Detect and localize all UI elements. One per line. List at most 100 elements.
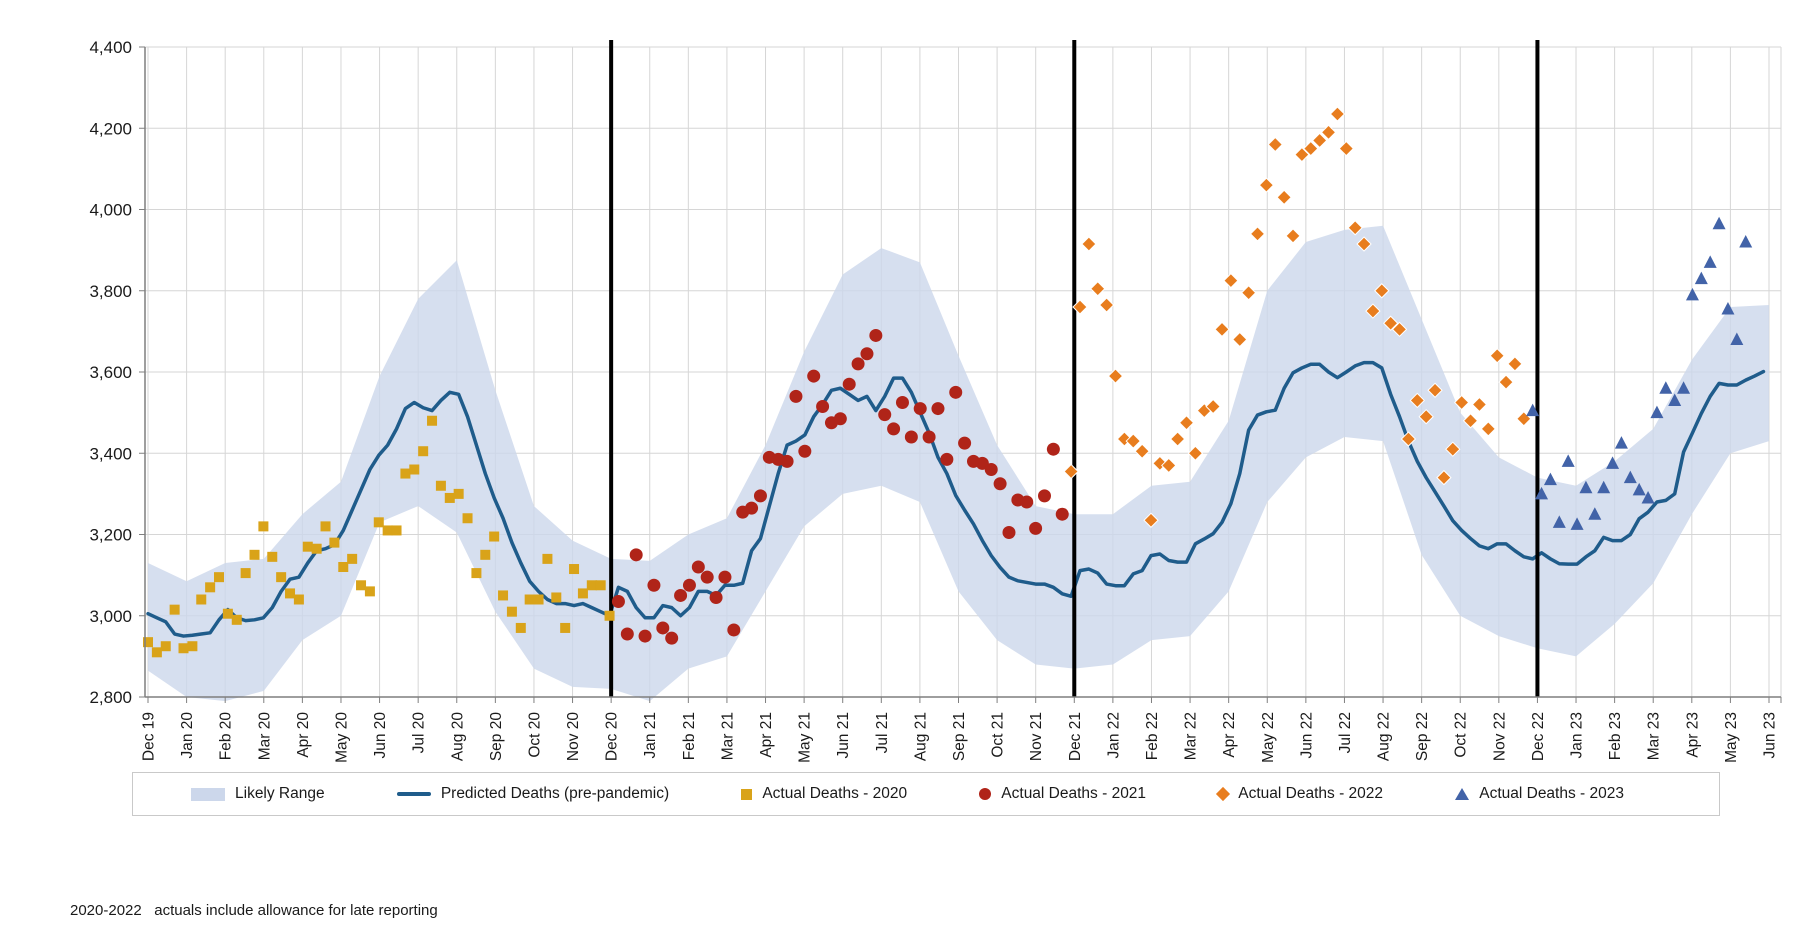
data-point (753, 489, 767, 503)
data-point (656, 621, 670, 635)
x-tick-label: Nov 22 (1491, 712, 1508, 761)
y-tick-label: 4,400 (89, 38, 132, 57)
data-point (1552, 515, 1566, 528)
legend: Likely Range Predicted Deaths (pre-pande… (132, 772, 1720, 816)
legend-label-actual-2021: Actual Deaths - 2021 (1001, 785, 1147, 802)
data-point (780, 454, 794, 468)
data-point (311, 543, 322, 554)
legend-item-actual-2020: Actual Deaths - 2020 (741, 785, 907, 803)
data-point (409, 464, 420, 475)
data-point (1570, 517, 1584, 530)
data-point (382, 525, 393, 536)
data-point (611, 595, 625, 609)
data-point (1535, 486, 1549, 500)
x-tick-label: Jun 20 (372, 712, 389, 759)
x-tick-label: Sep 21 (951, 712, 968, 761)
data-point (1020, 495, 1034, 509)
y-tick-label: 4,000 (89, 201, 132, 220)
data-point (249, 549, 260, 560)
data-point (1143, 512, 1159, 528)
x-tick-label: Feb 20 (218, 712, 235, 761)
footnote-late-reporting: 2020-2022 actuals include allowance for … (70, 902, 438, 919)
axes (139, 46, 1782, 703)
data-point (285, 588, 296, 599)
y-tick-label: 3,200 (89, 526, 132, 545)
data-point (169, 604, 180, 615)
data-point (1055, 507, 1069, 521)
data-point (196, 594, 207, 605)
x-tick-label: Oct 20 (526, 712, 543, 758)
x-tick-label: Jun 22 (1298, 712, 1315, 759)
legend-item-actual-2021: Actual Deaths - 2021 (979, 785, 1146, 803)
data-point (1641, 490, 1655, 504)
data-point (1730, 332, 1744, 345)
data-point (187, 641, 198, 652)
data-point (489, 531, 500, 542)
data-point (1391, 321, 1408, 338)
x-tick-label: Apr 20 (295, 712, 312, 758)
data-point (1249, 226, 1266, 242)
data-point (178, 643, 189, 654)
data-point (851, 357, 865, 371)
data-point (638, 629, 652, 643)
data-point (993, 477, 1007, 491)
data-point (462, 513, 473, 524)
x-tick-label: May 22 (1260, 712, 1277, 763)
data-point (1400, 431, 1417, 447)
legend-item-actual-2022: Actual Deaths - 2022 (1216, 785, 1383, 803)
data-point (1597, 480, 1611, 494)
data-point (833, 412, 847, 426)
series-actual-deaths-2023 (1526, 216, 1753, 530)
data-point (682, 578, 696, 592)
data-point (1116, 431, 1133, 447)
data-point (1507, 356, 1523, 372)
data-point (1721, 302, 1735, 315)
x-tick-label: Oct 21 (990, 712, 1007, 758)
data-point (1632, 482, 1646, 496)
x-tick-label: Jan 21 (642, 712, 659, 759)
legend-label-predicted: Predicted Deaths (pre-pandemic) (440, 785, 670, 802)
legend-item-actual-2023: Actual Deaths - 2023 (1455, 785, 1624, 803)
data-point (533, 594, 544, 605)
x-tick-label: Jan 20 (179, 712, 196, 759)
data-point (807, 369, 821, 383)
data-point (453, 488, 464, 499)
circle-marker-icon (979, 788, 992, 800)
data-point (1329, 106, 1346, 122)
x-tick-label: Feb 21 (681, 712, 698, 760)
x-tick-label: May 21 (797, 712, 814, 763)
data-point (1107, 368, 1124, 384)
data-point (329, 537, 340, 548)
data-point (1659, 381, 1673, 394)
data-point (302, 541, 313, 552)
x-axis-labels: Dec 19 Jan 20 Feb 20 Mar 20 Apr 20 May 20 Jun … (141, 712, 1779, 763)
y-tick-label: 4,200 (89, 119, 132, 138)
data-point (620, 627, 634, 641)
data-point (727, 623, 741, 637)
x-tick-label: Apr 23 (1684, 712, 1701, 758)
legend-item-likely-range: Likely Range (191, 785, 325, 803)
data-point (1418, 408, 1434, 425)
data-point (1712, 216, 1726, 230)
x-tick-label: Nov 21 (1028, 712, 1045, 761)
data-point (1623, 470, 1637, 484)
data-point (647, 578, 661, 592)
data-point (798, 444, 812, 458)
data-point (904, 430, 918, 444)
y-tick-label: 3,400 (89, 444, 132, 463)
likely-range-swatch-icon (191, 787, 225, 801)
data-point (1311, 132, 1328, 149)
x-tick-label: Dec 21 (1067, 712, 1084, 761)
x-tick-label: Nov 20 (565, 712, 582, 761)
data-point (1498, 374, 1514, 390)
data-point (1427, 382, 1443, 398)
data-point (1650, 405, 1664, 419)
data-point (1739, 235, 1753, 248)
data-point (560, 622, 571, 633)
data-point (1169, 431, 1186, 447)
data-point (577, 588, 588, 599)
legend-label-actual-2020: Actual Deaths - 2020 (762, 785, 908, 802)
data-point (1703, 255, 1717, 268)
data-point (1462, 413, 1479, 429)
data-point (1526, 403, 1540, 417)
